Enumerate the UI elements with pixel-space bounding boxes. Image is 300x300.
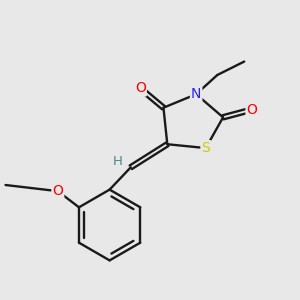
Text: S: S <box>201 141 210 155</box>
Text: H: H <box>112 155 122 168</box>
Text: O: O <box>135 82 146 95</box>
Text: N: N <box>191 87 201 101</box>
Text: O: O <box>247 103 257 117</box>
Text: O: O <box>52 184 63 198</box>
